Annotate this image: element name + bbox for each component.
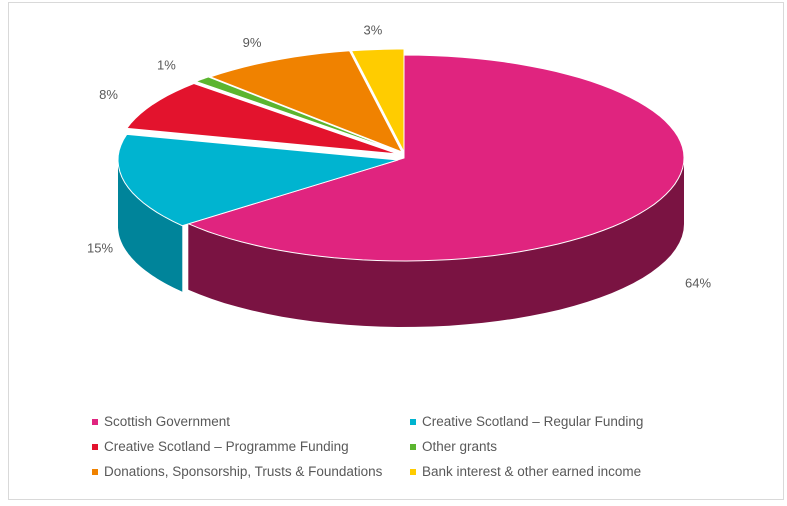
legend-item: Scottish Government xyxy=(92,414,230,429)
legend-label: Scottish Government xyxy=(104,414,231,429)
pie-side-1 xyxy=(118,160,183,292)
legend-swatch xyxy=(92,468,98,475)
legend-item: Donations, Sponsorship, Trusts & Foundat… xyxy=(92,464,382,479)
pie-slice-1 xyxy=(117,133,399,227)
legend-item: Bank interest & other earned income xyxy=(410,464,641,479)
pie-side-0 xyxy=(188,158,685,327)
legend-swatch xyxy=(410,443,416,450)
pie-slice-3 xyxy=(194,76,401,153)
legend-swatch xyxy=(92,443,98,450)
legend-swatch xyxy=(410,468,416,475)
legend-label: Other grants xyxy=(422,439,498,454)
pie-label-1: 15% xyxy=(87,240,113,255)
pie-sides xyxy=(118,158,685,327)
legend-item: Creative Scotland – Programme Funding xyxy=(92,439,349,454)
legend-label: Bank interest & other earned income xyxy=(422,464,642,479)
pie-label-0: 64% xyxy=(685,275,711,290)
legend-swatch xyxy=(92,418,98,425)
pie-tops xyxy=(117,48,685,262)
pie-label-2: 8% xyxy=(99,87,118,102)
legend-item: Other grants xyxy=(410,439,497,454)
pie-labels: 64% 15% 8% 1% 9% 3% xyxy=(87,22,711,290)
pie-label-3: 1% xyxy=(157,58,176,73)
legend-label: Creative Scotland – Programme Funding xyxy=(104,439,349,454)
legend-item: Creative Scotland – Regular Funding xyxy=(410,414,643,429)
pie-slice-4 xyxy=(208,50,404,153)
pie-label-4: 9% xyxy=(243,35,262,50)
pie-label-5: 3% xyxy=(364,22,383,37)
pie-slice-5 xyxy=(350,48,405,153)
legend-swatch xyxy=(410,418,416,425)
legend-label: Donations, Sponsorship, Trusts & Foundat… xyxy=(104,464,383,479)
pie-slice-0 xyxy=(186,54,685,262)
pie-slice-2 xyxy=(125,82,399,155)
legend-label: Creative Scotland – Regular Funding xyxy=(422,414,644,429)
